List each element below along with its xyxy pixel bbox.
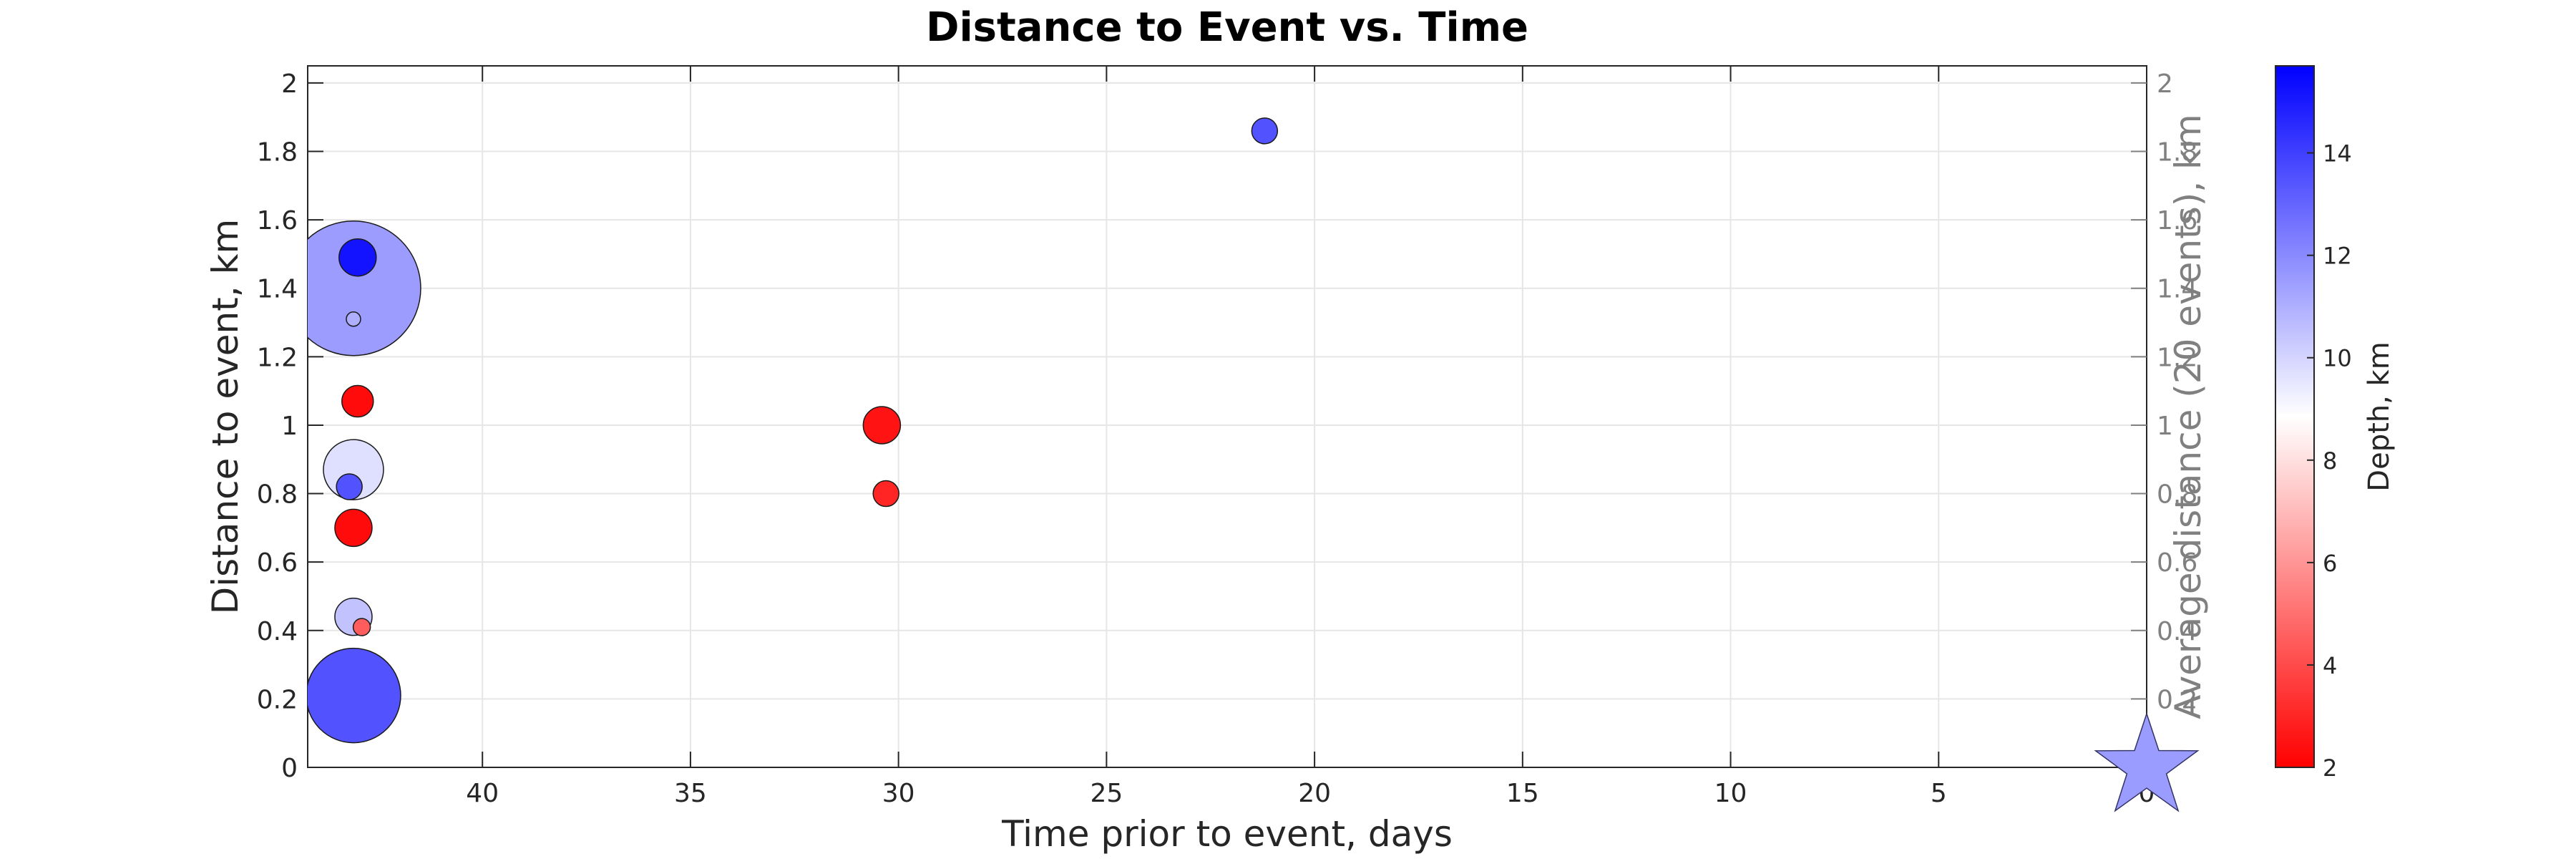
x-tick-label: 20 [1298,779,1331,808]
grid-lines [308,66,2147,768]
y2-tick-label: 1 [2157,412,2173,441]
y2-tick-label: 2 [2157,69,2173,99]
y-tick-label: 0.8 [257,480,298,510]
y2-axis-label: Average distance (20 events), km [2167,114,2209,719]
y2-tick-label: 1.8 [2157,138,2197,168]
y2-tick-label: 1.4 [2157,275,2197,304]
colorbar-label: Depth, km [2363,341,2396,491]
data-point [334,508,373,548]
x-tick-label: 35 [674,779,707,808]
data-point [1251,117,1279,145]
colorbar-tick-label: 10 [2323,345,2352,372]
y-tick-label: 0.4 [257,617,298,646]
x-tick-label: 40 [466,779,499,808]
chart-title: Distance to Event vs. Time [926,4,1528,51]
x-tick-label: 30 [882,779,915,808]
y-tick-label: 1.8 [257,138,298,168]
y2-tick-label: 1.6 [2157,206,2197,236]
y-tick-label: 1.4 [257,275,298,304]
y2-tick-label: 1.2 [2157,343,2197,372]
data-point [862,406,902,445]
y-tick-label: 1.2 [257,343,298,372]
y-axis-label: Distance to event, km [205,219,246,614]
y2-tick-label: 0.4 [2157,617,2197,646]
y-tick-label: 1.6 [257,206,298,236]
data-point [352,618,371,636]
y2-tick-label: 0.2 [2157,685,2197,714]
y-tick-label: 1 [281,412,298,441]
colorbar-ticks: 2 4 6 8 10 12 14 [2307,140,2352,782]
colorbar-tick-label: 8 [2323,447,2337,475]
x-axis-label: Time prior to event, days [1001,813,1453,855]
plot-frame [307,65,2147,768]
y2-tick-label: 0.6 [2157,548,2197,578]
plot-area [308,66,2147,767]
y-tick-label: 0.6 [257,548,298,578]
y-tick-label: 0.2 [257,685,298,714]
event-marker [2094,712,2200,812]
colorbar-tick-label: 2 [2323,754,2337,782]
x-tick-label: 5 [1931,779,1947,808]
scatter-points [308,117,1279,744]
x-tick-label: 15 [1506,779,1539,808]
event-star [2094,712,2200,812]
colorbar-tick-label: 14 [2323,140,2352,168]
colorbar [2275,65,2315,768]
y2-axis-ticks: 0.2 0.4 0.6 0.8 1 1.2 1.4 1.6 1.8 2 [2131,69,2197,714]
data-point [341,384,374,418]
x-axis-ticks: 40 35 30 25 20 15 10 5 0 [466,66,2155,808]
y2-tick-label: 0.8 [2157,480,2197,510]
data-point [308,647,401,744]
y-axis-ticks: 0 0.2 0.4 0.6 0.8 1 1.2 1.4 1.6 1.8 2 [257,69,323,783]
colorbar-tick-label: 4 [2323,652,2337,679]
data-point [338,238,377,277]
x-tick-label: 10 [1714,779,1747,808]
x-tick-label: 25 [1090,779,1123,808]
y-tick-label: 0 [281,754,298,783]
data-point [872,480,899,508]
data-point [336,473,363,500]
y-tick-label: 2 [281,69,298,99]
colorbar-tick-label: 12 [2323,243,2352,270]
data-point [308,220,421,356]
colorbar-tick-label: 6 [2323,550,2337,577]
data-point [346,311,361,327]
